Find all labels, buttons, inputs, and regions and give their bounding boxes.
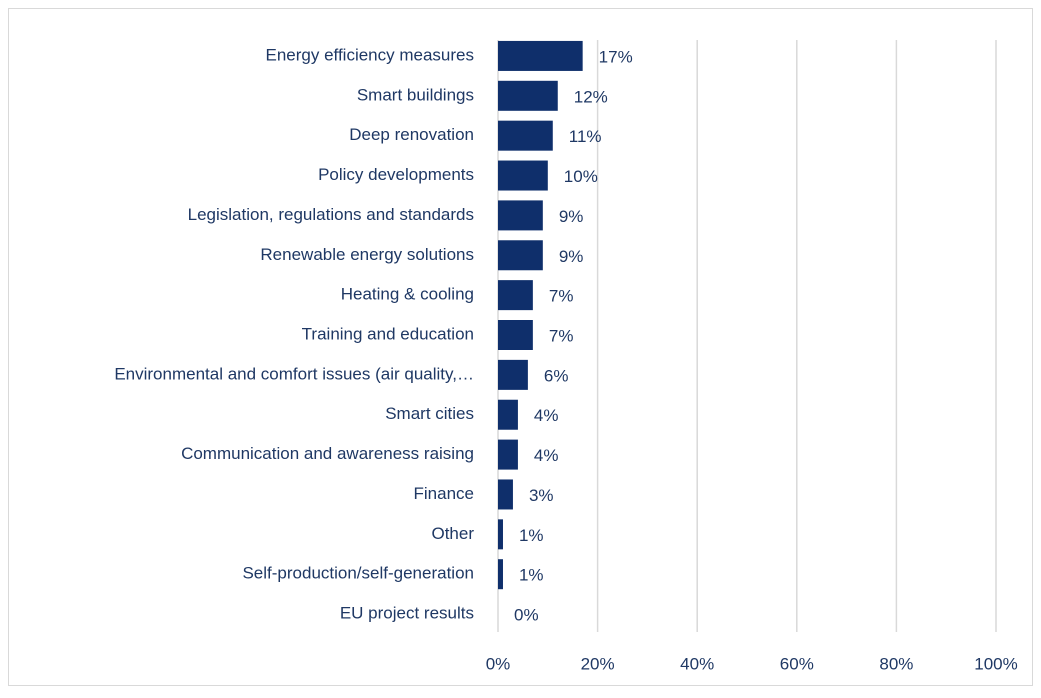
value-label: 11% — [569, 127, 602, 146]
y-tick-label: Finance — [414, 484, 474, 503]
x-tick-label: 80% — [879, 654, 913, 673]
y-tick-label: Environmental and comfort issues (air qu… — [114, 364, 474, 383]
value-label: 6% — [544, 366, 569, 385]
y-tick-label: Communication and awareness raising — [181, 444, 474, 463]
value-label: 1% — [519, 566, 544, 585]
x-tick-label: 100% — [974, 654, 1017, 673]
y-tick-label: Self-production/self-generation — [242, 564, 474, 583]
bar — [498, 559, 503, 590]
value-label: 10% — [564, 167, 598, 186]
y-tick-label: Smart buildings — [357, 85, 474, 104]
bar — [498, 40, 583, 71]
bar — [498, 479, 513, 510]
value-label: 1% — [519, 526, 544, 545]
bar — [498, 80, 558, 111]
x-tick-label: 20% — [581, 654, 615, 673]
value-label: 9% — [559, 247, 584, 266]
y-tick-label: Legislation, regulations and standards — [188, 205, 474, 224]
value-label: 9% — [559, 207, 584, 226]
y-tick-label: Renewable energy solutions — [260, 245, 474, 264]
bar — [498, 240, 543, 271]
y-tick-label: Policy developments — [318, 165, 474, 184]
value-label: 12% — [574, 87, 608, 106]
y-tick-label: Training and education — [302, 324, 474, 343]
y-tick-label: EU project results — [340, 604, 474, 623]
y-tick-label: Smart cities — [385, 404, 474, 423]
x-tick-label: 40% — [680, 654, 714, 673]
x-tick-label: 60% — [780, 654, 814, 673]
y-tick-label: Deep renovation — [349, 125, 474, 144]
value-label: 3% — [529, 486, 554, 505]
bar — [498, 120, 553, 151]
bar — [498, 399, 518, 430]
bar — [498, 439, 518, 470]
value-label: 0% — [514, 606, 539, 625]
value-label: 7% — [549, 287, 574, 306]
value-label: 7% — [549, 326, 574, 345]
value-label: 4% — [534, 406, 559, 425]
bar — [498, 519, 503, 550]
y-tick-label: Heating & cooling — [341, 285, 474, 304]
bar — [498, 320, 533, 350]
bar — [498, 160, 548, 191]
bar — [498, 200, 543, 231]
y-tick-label: Energy efficiency measures — [265, 45, 474, 64]
y-tick-label: Other — [431, 524, 474, 543]
bar — [498, 359, 528, 390]
value-label: 17% — [599, 47, 633, 66]
value-label: 4% — [534, 446, 559, 465]
x-tick-label: 0% — [486, 654, 511, 673]
bar — [498, 280, 533, 311]
